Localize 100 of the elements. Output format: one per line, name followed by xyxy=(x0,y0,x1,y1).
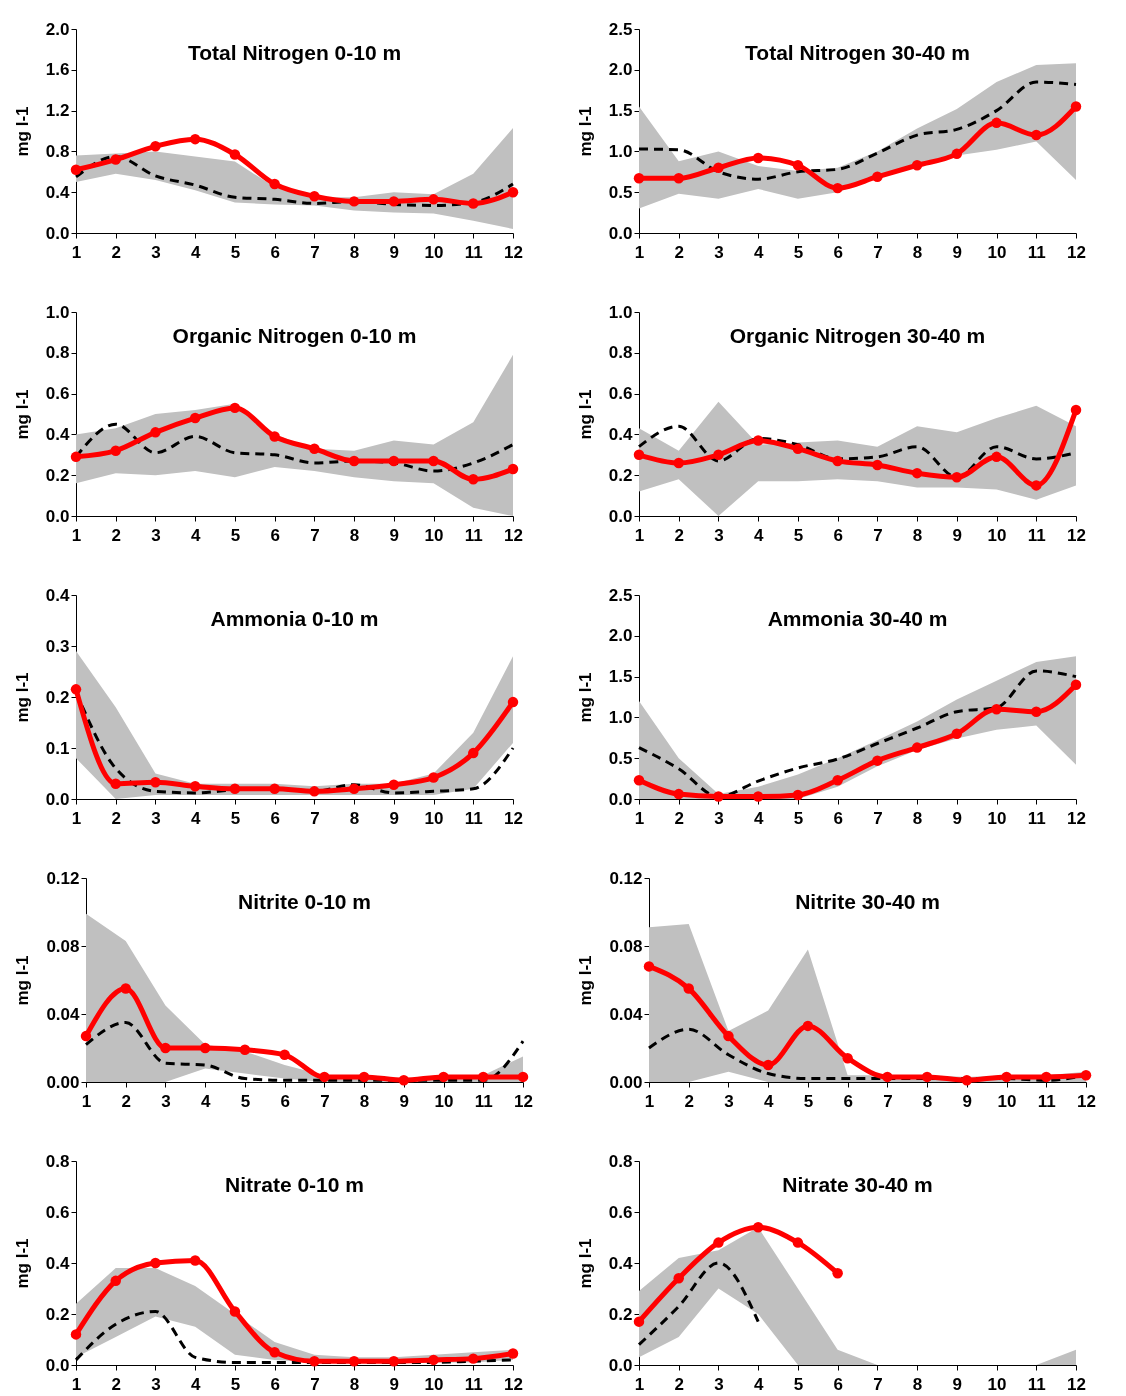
x-tick-label: 11 xyxy=(464,808,483,828)
point xyxy=(792,160,804,171)
x-tick-label: 2 xyxy=(111,242,121,262)
x-tick-label: 4 xyxy=(190,242,201,262)
x-tick-label: 10 xyxy=(987,808,1007,828)
point xyxy=(150,141,161,152)
x-tick-label: 2 xyxy=(111,808,121,828)
point xyxy=(309,191,320,202)
point xyxy=(633,1316,645,1327)
y-tick-label: 0.0 xyxy=(45,506,70,526)
y-tick-label: 0.8 xyxy=(45,343,70,363)
y-tick-label: 0.4 xyxy=(608,1253,634,1273)
x-tick-label: 1 xyxy=(71,1374,82,1394)
line-series xyxy=(637,1261,760,1347)
point xyxy=(911,742,923,753)
x-tick-label: 2 xyxy=(674,242,684,262)
point xyxy=(348,196,360,207)
x-tick-label: 10 xyxy=(987,525,1007,545)
x-tick-label: 8 xyxy=(912,1374,923,1394)
y-tick-label: 0.12 xyxy=(609,868,643,888)
x-tick-label: 4 xyxy=(753,525,764,545)
x-tick-label: 7 xyxy=(310,808,320,828)
point xyxy=(348,1355,360,1367)
x-tick-label: 12 xyxy=(504,242,523,262)
x-tick-label: 10 xyxy=(987,242,1007,262)
x-tick-label: 8 xyxy=(912,808,923,828)
x-tick-label: 7 xyxy=(310,1374,320,1394)
point xyxy=(388,779,400,790)
y-axis-title: mg l-1 xyxy=(12,1238,32,1289)
x-tick-label: 8 xyxy=(349,808,360,828)
point xyxy=(872,171,883,182)
x-tick-label: 7 xyxy=(320,1091,330,1111)
text: Total Nitrogen 0-10 m xyxy=(187,41,402,64)
y-tick-label: 2.0 xyxy=(608,626,633,646)
y-tick-label: 0.8 xyxy=(608,1151,633,1171)
text: Ammonia 0-10 m xyxy=(210,607,379,630)
y-tick-label: 2.5 xyxy=(608,19,633,39)
x-tick-label: 1 xyxy=(644,1091,655,1111)
point xyxy=(229,783,241,795)
point xyxy=(468,747,479,759)
y-tick-label: 2.0 xyxy=(608,60,633,80)
y-tick-label: 0.5 xyxy=(608,748,633,768)
y-tick-label: 0.2 xyxy=(45,687,70,707)
x-tick-label: 3 xyxy=(724,1091,734,1111)
point xyxy=(269,178,280,190)
point xyxy=(1070,679,1082,690)
y-tick-label: 2.0 xyxy=(45,19,70,39)
x-tick-label: 6 xyxy=(843,1091,853,1111)
text: Organic Nitrogen 30-40 m xyxy=(729,324,986,347)
x-tick-label: 11 xyxy=(464,242,483,262)
point xyxy=(517,1071,529,1083)
x-tick-label: 7 xyxy=(310,242,320,262)
x-tick-label: 4 xyxy=(200,1091,211,1111)
text: Nitrate 30-40 m xyxy=(782,1173,933,1196)
y-tick-label: 0.4 xyxy=(45,424,71,444)
y-tick-label: 1.2 xyxy=(45,101,70,121)
point xyxy=(189,133,201,145)
x-tick-label: 9 xyxy=(389,808,400,828)
x-tick-label: 4 xyxy=(190,1374,201,1394)
y-tick-label: 0.04 xyxy=(46,1004,81,1024)
point xyxy=(713,791,724,802)
y-tick-label: 1.5 xyxy=(608,667,633,687)
point xyxy=(633,173,645,184)
point xyxy=(507,1348,519,1359)
x-tick-label: 8 xyxy=(912,242,923,262)
y-tick-label: 0.0 xyxy=(45,1355,70,1375)
y-tick-label: 0.1 xyxy=(45,738,70,758)
point xyxy=(478,1071,489,1083)
text: Nitrate 0-10 m xyxy=(225,1173,364,1196)
x-tick-label: 6 xyxy=(270,525,280,545)
y-tick-label: 0.6 xyxy=(45,384,70,404)
point xyxy=(792,1237,804,1248)
y-tick-label: 1.5 xyxy=(608,101,633,121)
x-tick-label: 5 xyxy=(793,525,804,545)
y-tick-label: 0.0 xyxy=(608,223,633,243)
point xyxy=(842,1052,853,1064)
x-tick-label: 9 xyxy=(389,242,400,262)
point xyxy=(229,402,241,414)
point xyxy=(398,1075,410,1086)
x-tick-label: 5 xyxy=(230,808,241,828)
x-tick-label: 5 xyxy=(793,1374,804,1394)
x-tick-label: 6 xyxy=(270,242,280,262)
x-tick-label: 9 xyxy=(952,525,963,545)
point xyxy=(792,789,804,801)
y-tick-label: 0.4 xyxy=(45,1253,71,1273)
x-tick-label: 3 xyxy=(151,242,161,262)
y-tick-label: 0.08 xyxy=(609,936,643,956)
x-tick-label: 2 xyxy=(111,1374,121,1394)
y-axis-title: mg l-1 xyxy=(12,389,32,440)
y-tick-label: 1.0 xyxy=(45,302,70,322)
point xyxy=(70,451,82,463)
x-tick-label: 2 xyxy=(674,1374,684,1394)
x-tick-label: 11 xyxy=(1027,242,1046,262)
x-tick-label: 10 xyxy=(424,242,444,262)
y-axis-title: mg l-1 xyxy=(12,106,32,157)
point xyxy=(358,1071,370,1083)
point xyxy=(319,1071,330,1083)
x-tick-label: 6 xyxy=(833,808,843,828)
point xyxy=(110,445,121,456)
x-tick-label: 1 xyxy=(71,242,82,262)
